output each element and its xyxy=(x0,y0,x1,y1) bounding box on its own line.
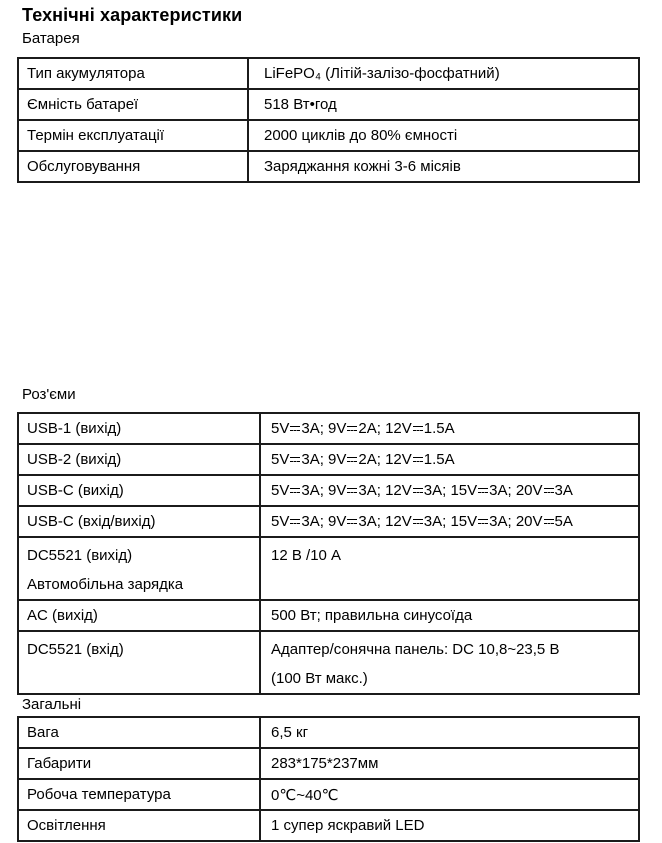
spec-value-cell: LiFePO₄ (Літій-залізо-фосфатний) xyxy=(247,57,640,90)
table-row: DC5521 (вихід) Автомобільна зарядка 12 В… xyxy=(17,536,640,601)
spec-value-cell: 0℃~40℃ xyxy=(259,778,640,811)
table-row: USB-C (вихід) 5V 3A; 9V 3A; 12V 3A; 15V 3A; … xyxy=(17,474,640,507)
dc-symbol xyxy=(347,487,358,493)
spec-name-cell: USB-C (вихід) xyxy=(17,474,261,507)
dc-symbol xyxy=(290,456,301,462)
spec-name-cell: Робоча температура xyxy=(17,778,261,811)
spec-name-line: DC5521 (вихід) xyxy=(27,547,133,564)
spec-name-cell: DC5521 (вихід) Автомобільна зарядка xyxy=(17,536,261,601)
spec-name-cell: Ємність батареї xyxy=(17,88,249,121)
spec-name-cell: Вага xyxy=(17,716,261,749)
spec-value-line: 12 В /10 А xyxy=(271,547,342,564)
spec-name-cell: Термін експлуатації xyxy=(17,119,249,152)
spec-value-cell: 5V 3A; 9V 2A; 12V 1.5A xyxy=(259,412,640,445)
spec-name-cell: DC5521 (вхід) xyxy=(17,630,261,695)
spec-value-cell: 5V 3A; 9V 2A; 12V 1.5A xyxy=(259,443,640,476)
dc-symbol xyxy=(543,518,554,524)
table-row: Габарити 283*175*237мм xyxy=(17,747,640,780)
spec-value-line: Адаптер/сонячна панель: DC 10,8~23,5 В xyxy=(271,641,560,658)
dc-symbol xyxy=(478,518,489,524)
table-row: USB-1 (вихід) 5V 3A; 9V 2A; 12V 1.5A xyxy=(17,412,640,445)
spec-name-line: Автомобільна зарядка xyxy=(27,576,184,593)
spec-name-cell: Тип акумулятора xyxy=(17,57,249,90)
table-row: Термін експлуатації 2000 циклів до 80% є… xyxy=(17,119,640,152)
dc-symbol xyxy=(290,425,301,431)
table-row: DC5521 (вхід) Адаптер/сонячна панель: DC… xyxy=(17,630,640,695)
dc-symbol xyxy=(347,518,358,524)
table-row: AC (вихід) 500 Вт; правильна синусоїда xyxy=(17,599,640,632)
battery-spec-table: Тип акумулятора LiFePO₄ (Літій-залізо-фо… xyxy=(17,57,640,183)
spec-value-cell: 5V 3A; 9V 3A; 12V 3A; 15V 3A; 20V 5A xyxy=(259,505,640,538)
dc-symbol xyxy=(412,456,423,462)
section-label-connectors: Роз'єми xyxy=(22,386,76,403)
spec-value-line: (100 Вт макс.) xyxy=(271,670,368,687)
table-row: Ємність батареї 518 Вт•год xyxy=(17,88,640,121)
spec-name-cell: USB-2 (вихід) xyxy=(17,443,261,476)
dc-symbol xyxy=(543,487,554,493)
spec-value-cell: 518 Вт•год xyxy=(247,88,640,121)
dc-symbol xyxy=(290,518,301,524)
dc-symbol xyxy=(347,425,358,431)
spec-value-cell: 6,5 кг xyxy=(259,716,640,749)
spec-value-cell: Заряджання кожні 3-6 місяів xyxy=(247,150,640,183)
dc-symbol xyxy=(412,425,423,431)
table-row: Освітлення 1 супер яскравий LED xyxy=(17,809,640,842)
section-label-battery: Батарея xyxy=(22,30,80,47)
spec-name-cell: Габарити xyxy=(17,747,261,780)
spec-name-cell: Освітлення xyxy=(17,809,261,842)
table-row: Вага 6,5 кг xyxy=(17,716,640,749)
connectors-spec-table: USB-1 (вихід) 5V 3A; 9V 2A; 12V 1.5A USB-2 … xyxy=(17,412,640,695)
spec-name-cell: AC (вихід) xyxy=(17,599,261,632)
table-row: USB-2 (вихід) 5V 3A; 9V 2A; 12V 1.5A xyxy=(17,443,640,476)
table-row: Робоча температура 0℃~40℃ xyxy=(17,778,640,811)
spec-value-cell: Адаптер/сонячна панель: DC 10,8~23,5 В (… xyxy=(259,630,640,695)
dc-symbol xyxy=(290,487,301,493)
dc-symbol xyxy=(347,456,358,462)
spec-name-line: DC5521 (вхід) xyxy=(27,641,124,658)
spec-value-cell: 283*175*237мм xyxy=(259,747,640,780)
spec-value-cell: 2000 циклів до 80% ємності xyxy=(247,119,640,152)
section-label-general: Загальні xyxy=(22,696,82,713)
spec-value-cell: 12 В /10 А xyxy=(259,536,640,601)
table-row: Тип акумулятора LiFePO₄ (Літій-залізо-фо… xyxy=(17,57,640,90)
spec-name-cell: USB-C (вхід/вихід) xyxy=(17,505,261,538)
dc-symbol xyxy=(412,518,423,524)
page-title: Технічні характеристики xyxy=(22,5,243,25)
table-row: Обслуговування Заряджання кожні 3-6 міся… xyxy=(17,150,640,183)
dc-symbol xyxy=(478,487,489,493)
spec-value-cell: 5V 3A; 9V 3A; 12V 3A; 15V 3A; 20V 3A xyxy=(259,474,640,507)
spec-name-cell: Обслуговування xyxy=(17,150,249,183)
spec-value-cell: 1 супер яскравий LED xyxy=(259,809,640,842)
table-row: USB-C (вхід/вихід) 5V 3A; 9V 3A; 12V 3A; 15… xyxy=(17,505,640,538)
spec-name-cell: USB-1 (вихід) xyxy=(17,412,261,445)
spec-value-cell: 500 Вт; правильна синусоїда xyxy=(259,599,640,632)
dc-symbol xyxy=(412,487,423,493)
general-spec-table: Вага 6,5 кг Габарити 283*175*237мм Робоч… xyxy=(17,716,640,842)
